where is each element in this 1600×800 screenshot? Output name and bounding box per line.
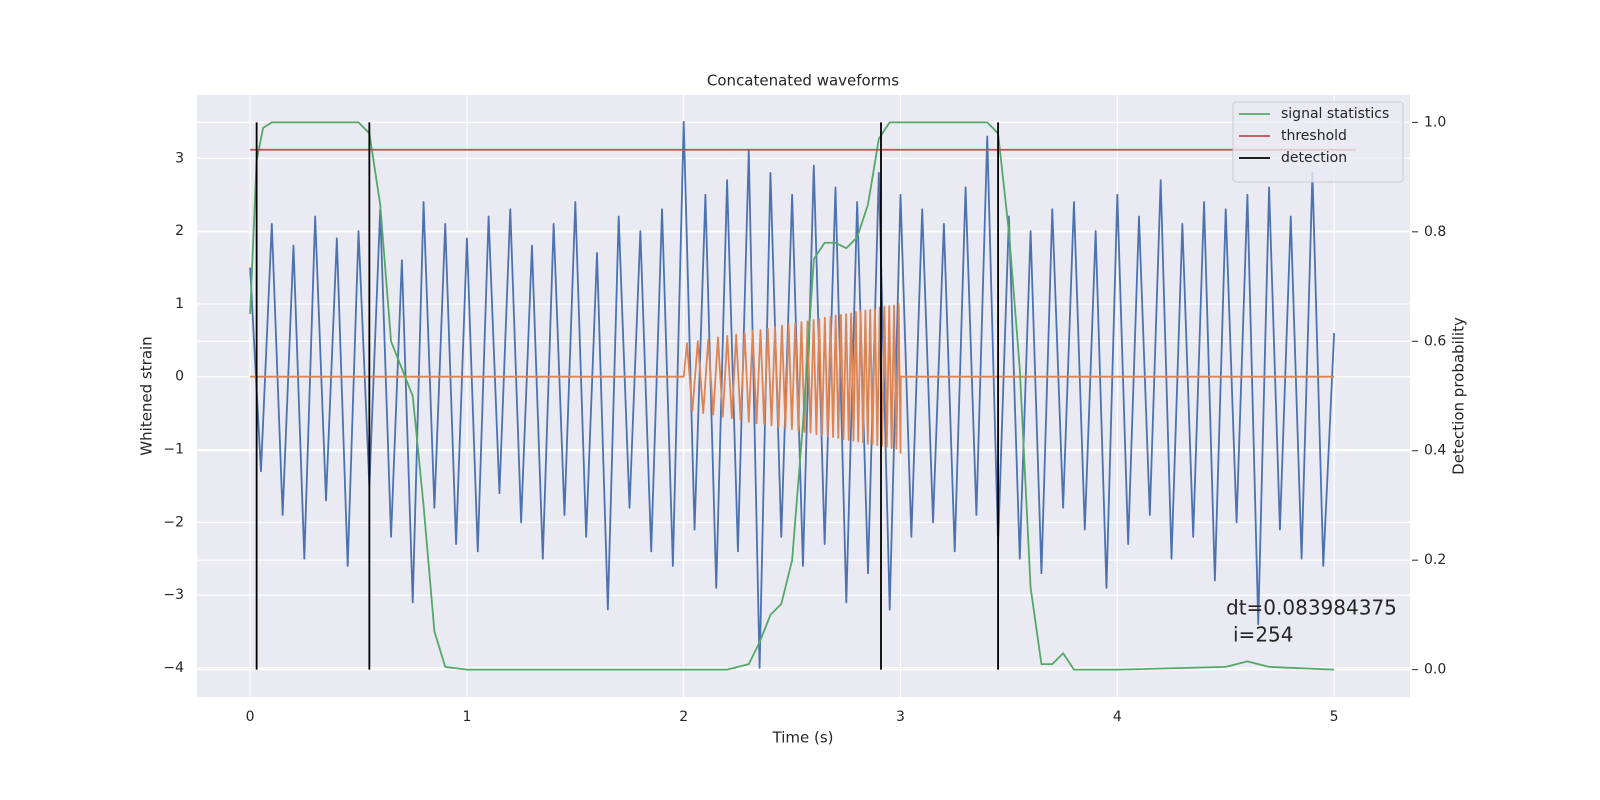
x-tick-label: 4	[1113, 709, 1122, 725]
marks	[249, 121, 1356, 671]
annotation: dt=0.083984375	[1226, 596, 1397, 620]
y2-axis-label: Detection probability	[1450, 317, 1468, 475]
x-tick-label: 1	[462, 709, 471, 725]
x-tick-label: 2	[679, 709, 688, 725]
y-axis-label: Whitened strain	[138, 336, 156, 455]
series-line	[250, 303, 1335, 455]
y2-tick-label: 0.8	[1424, 224, 1446, 240]
chart-title: Concatenated waveforms	[707, 72, 899, 90]
y2-tick-label: 0.6	[1424, 333, 1446, 349]
y-tick-label: 3	[175, 150, 184, 166]
series-line	[249, 121, 1336, 669]
y-tick-label: 0	[175, 369, 184, 385]
y-tick-label: −1	[163, 442, 184, 458]
series-line	[249, 121, 1335, 671]
y2-tick-label: 0.2	[1424, 552, 1446, 568]
y2-tick-label: 0.0	[1424, 662, 1446, 678]
legend-label: threshold	[1281, 128, 1347, 144]
legend: signal statistics threshold detection	[1232, 101, 1404, 183]
y-tick-label: 2	[175, 223, 184, 239]
annotation: i=254	[1233, 623, 1294, 647]
y-tick-label: −2	[163, 514, 184, 530]
y2-tick-label: 0.4	[1424, 443, 1446, 459]
legend-box	[1232, 101, 1404, 183]
y-tick-label: −4	[163, 660, 184, 676]
y-tick-label: 1	[175, 296, 184, 312]
y2-tick-label: 1.0	[1424, 114, 1446, 130]
y-tick-label: −3	[163, 587, 184, 603]
x-tick-label: 5	[1330, 709, 1339, 725]
x-axis-label: Time (s)	[772, 729, 834, 747]
x-tick-label: 0	[246, 709, 255, 725]
legend-label: signal statistics	[1281, 106, 1389, 122]
legend-label: detection	[1281, 150, 1347, 166]
x-tick-label: 3	[896, 709, 905, 725]
